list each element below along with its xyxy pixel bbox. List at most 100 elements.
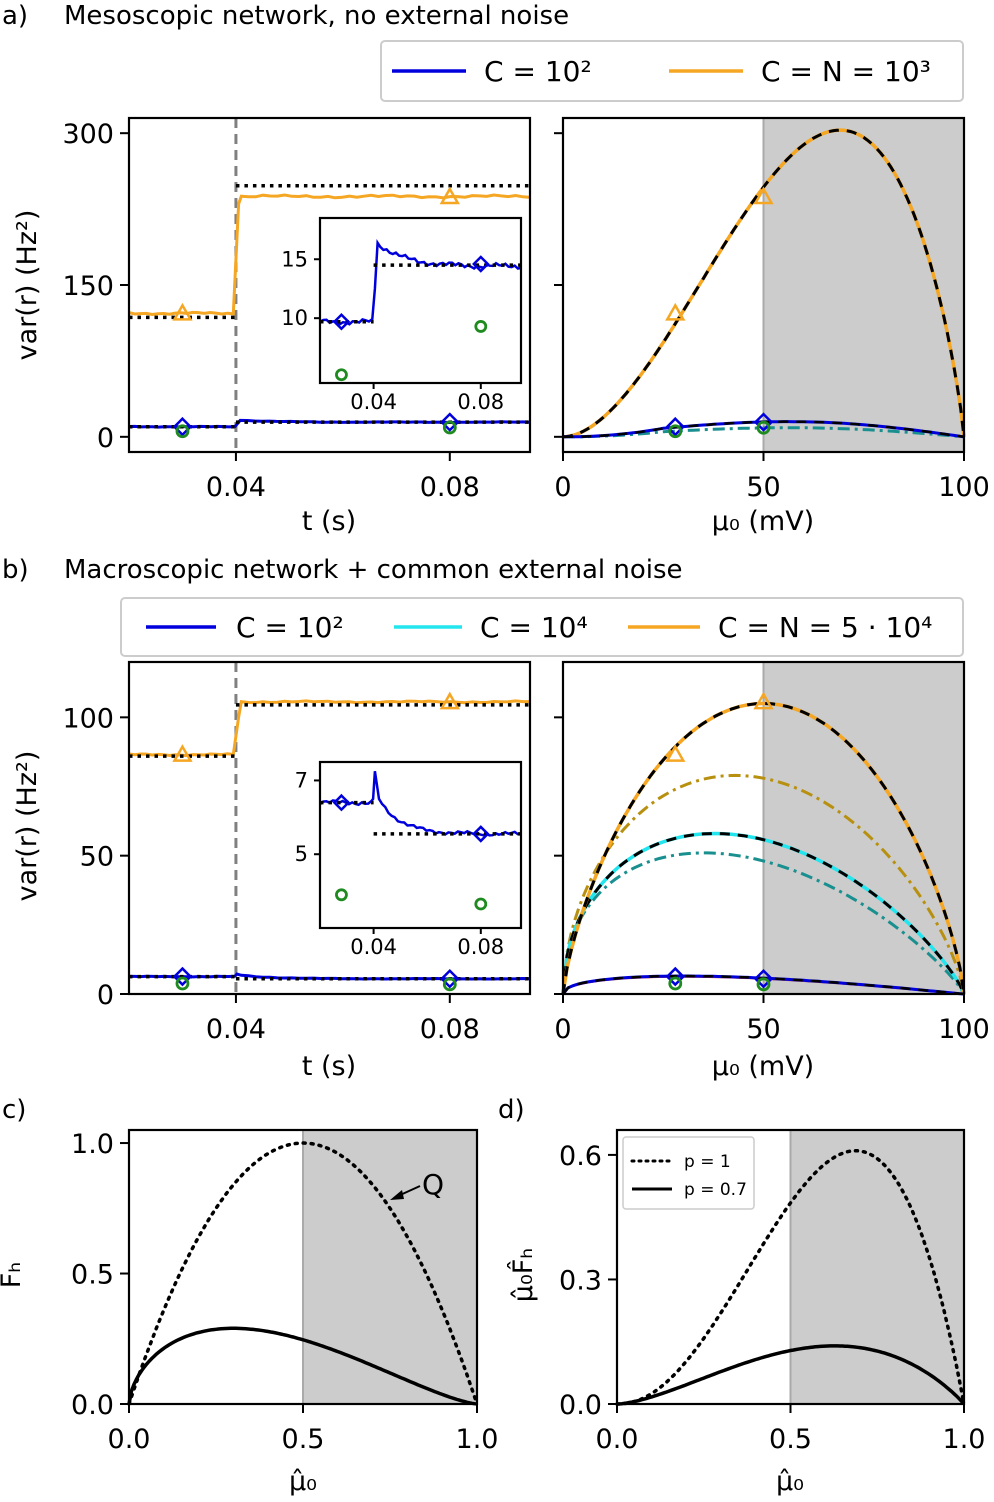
xlabel-a-mu: μ₀ (mV) — [712, 506, 814, 537]
axes-frame — [615, 1128, 966, 1406]
y-tick-label: 7 — [295, 768, 308, 792]
ylabel-d: μ̂₀F̂ₕ — [507, 1248, 539, 1302]
circle-marker — [442, 420, 457, 435]
y-tick-label: 100 — [62, 703, 114, 734]
series-p07-solid — [127, 1326, 478, 1406]
panel-b-label: b) — [2, 555, 29, 585]
y-tick-label: 0 — [97, 980, 114, 1011]
triangle-marker — [439, 186, 460, 205]
axes-frame — [127, 116, 532, 454]
series-p1-dotted — [615, 1149, 966, 1406]
xlabel-a-time: t (s) — [302, 506, 356, 537]
diamond-marker — [440, 969, 460, 989]
shaded-region — [790, 1130, 964, 1404]
ylabel-c: F̂ₕ — [0, 1262, 27, 1288]
legend-d-label-1: p = 0.7 — [684, 1180, 747, 1200]
x-tick-label: 0.04 — [350, 935, 397, 959]
axes-frame — [561, 116, 966, 454]
triangle-marker — [172, 302, 193, 321]
x-tick-label: 0.5 — [769, 1424, 812, 1455]
diamond-marker — [172, 966, 193, 987]
plot-background — [320, 762, 521, 928]
y-tick-label: 0.0 — [71, 1390, 114, 1421]
circle-marker — [668, 424, 683, 439]
y-tick-label: 5 — [295, 842, 308, 866]
circle-marker — [335, 888, 348, 902]
x-tick-label: 50 — [746, 1014, 780, 1045]
circle-marker — [756, 420, 771, 435]
x-tick-label: 0.04 — [350, 390, 397, 414]
triangle-marker — [665, 302, 686, 321]
series-teal-dashdot — [563, 426, 965, 439]
annotation-q-text: Q — [422, 1168, 444, 1201]
circle-marker — [668, 976, 683, 991]
x-tick-label: 0.04 — [206, 472, 266, 503]
diamond-marker — [753, 412, 774, 432]
triangle-marker — [172, 744, 193, 762]
annotation-q: Q — [390, 1168, 444, 1201]
chart-c: 0.0 0.5 1.0 0.0 0.5 1.0 — [71, 1128, 499, 1455]
theory-cyan-dashed — [561, 831, 966, 995]
x-tick-label: 0.5 — [282, 1424, 325, 1455]
series-p07-solid — [616, 1344, 966, 1406]
chart-b-mu: 0 50 100 — [554, 660, 990, 1045]
circle-marker — [756, 977, 771, 992]
x-tick-label: 0.0 — [596, 1424, 639, 1455]
x-tick-label: 50 — [746, 472, 780, 503]
x-tick-label: 0.08 — [420, 1014, 480, 1045]
shaded-region — [763, 118, 964, 452]
diamond-marker — [472, 255, 490, 273]
diamond-marker — [332, 793, 351, 812]
y-tick-label: 1.0 — [71, 1129, 114, 1160]
xlabel-d: μ̂₀ — [776, 1466, 804, 1497]
triangle-marker — [665, 744, 686, 762]
triangle-marker — [753, 691, 774, 710]
circle-marker — [175, 976, 190, 991]
triangle-marker — [753, 186, 774, 205]
diamond-marker — [332, 312, 351, 331]
panel-b-title: Macroscopic network + common external no… — [64, 555, 683, 585]
theory-orange-dashed — [561, 701, 966, 995]
x-tick-label: 0 — [554, 1014, 571, 1045]
series-p1-dotted — [127, 1141, 479, 1406]
triangle-marker — [439, 691, 460, 710]
x-tick-label: 1.0 — [456, 1424, 499, 1455]
y-tick-label: 0.5 — [71, 1260, 114, 1291]
plot-background — [320, 218, 521, 383]
xlabel-c: μ̂₀ — [289, 1466, 317, 1497]
y-tick-label: 0.6 — [559, 1141, 602, 1172]
x-tick-label: 100 — [938, 472, 990, 503]
chart-a-mu: 0 50 100 — [554, 116, 990, 503]
axes-frame — [318, 216, 523, 385]
legend-b-label-2: C = N = 5 · 10⁴ — [718, 611, 932, 644]
shaded-region — [303, 1130, 477, 1404]
chart-a-inset: 0.04 0.08 10 15 — [281, 216, 523, 414]
series-teal-dashdot — [561, 851, 966, 995]
y-tick-label: 0 — [97, 423, 114, 454]
circle-marker — [442, 977, 457, 992]
legend-a: C = 10² C = N = 10³ — [380, 40, 964, 102]
series-olive-dashdot — [561, 773, 966, 995]
chart-d: 0.0 0.5 1.0 0.0 0.3 0.6 — [559, 1128, 985, 1455]
axes-frame — [561, 660, 966, 996]
x-tick-label: 0.04 — [206, 1014, 266, 1045]
xlabel-b-time: t (s) — [302, 1051, 356, 1082]
y-tick-label: 150 — [62, 271, 114, 302]
diamond-marker — [753, 969, 774, 989]
y-tick-label: 10 — [281, 306, 308, 330]
legend-a-label-1: C = N = 10³ — [761, 55, 931, 88]
y-tick-label: 0.0 — [559, 1390, 602, 1421]
legend-d-label-0: p = 1 — [684, 1152, 731, 1172]
circle-marker — [474, 320, 488, 333]
x-tick-label: 0.0 — [108, 1424, 151, 1455]
panel-d-label: d) — [498, 1095, 525, 1125]
x-tick-label: 100 — [938, 1014, 990, 1045]
diamond-marker — [440, 412, 460, 432]
ylabel-b: var(r) (Hz²) — [12, 751, 43, 902]
x-tick-label: 0.08 — [457, 390, 504, 414]
x-tick-label: 0 — [554, 472, 571, 503]
circle-marker — [474, 897, 488, 911]
x-tick-label: 0.08 — [420, 472, 480, 503]
panel-c-label: c) — [2, 1095, 26, 1125]
